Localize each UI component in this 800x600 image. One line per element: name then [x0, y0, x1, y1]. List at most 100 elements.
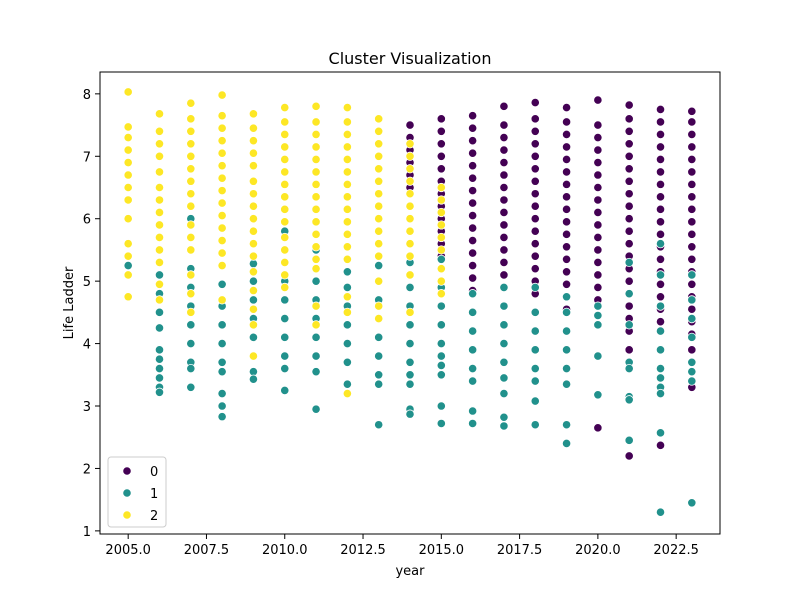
- series-0: [405, 95, 697, 461]
- data-point: [468, 161, 478, 171]
- data-point: [499, 257, 509, 268]
- data-point: [217, 357, 227, 367]
- data-point: [655, 270, 666, 280]
- data-point: [499, 120, 509, 130]
- data-point: [655, 317, 666, 327]
- data-point: [123, 214, 133, 224]
- data-point: [186, 164, 196, 174]
- data-point: [217, 320, 227, 330]
- data-point: [405, 270, 415, 280]
- data-point: [342, 117, 352, 127]
- data-point: [655, 279, 666, 289]
- data-point: [499, 132, 509, 143]
- data-point: [248, 226, 259, 236]
- data-point: [248, 320, 259, 330]
- data-point: [186, 126, 196, 136]
- data-point: [436, 139, 446, 149]
- data-point: [499, 195, 509, 205]
- data-point: [248, 214, 259, 224]
- data-point: [248, 176, 259, 186]
- data-point: [499, 220, 509, 230]
- data-point: [624, 151, 634, 161]
- data-point: [374, 420, 384, 430]
- data-point: [499, 157, 509, 168]
- data-point: [248, 332, 259, 342]
- data-point: [468, 363, 478, 374]
- data-point: [123, 122, 133, 132]
- data-point: [405, 214, 415, 224]
- data-point: [687, 154, 697, 165]
- data-point: [186, 189, 196, 199]
- data-point: [248, 136, 259, 146]
- data-point: [405, 120, 415, 130]
- data-point: [468, 148, 478, 158]
- data-point: [530, 164, 540, 174]
- data-point: [655, 117, 666, 127]
- data-point: [468, 260, 478, 271]
- data-point: [530, 214, 540, 224]
- data-point: [154, 139, 165, 149]
- data-point: [280, 270, 290, 280]
- data-point: [280, 102, 290, 113]
- data-point: [186, 139, 196, 149]
- data-point: [374, 189, 384, 199]
- data-point: [248, 189, 259, 199]
- data-point: [499, 412, 509, 422]
- data-point: [436, 401, 446, 411]
- data-point: [217, 279, 227, 289]
- data-point: [499, 388, 509, 399]
- data-point: [342, 179, 352, 189]
- x-tick-label: 2022.5: [653, 543, 699, 558]
- data-point: [530, 307, 540, 317]
- data-point: [624, 201, 634, 211]
- data-point: [624, 214, 634, 224]
- y-tick-label: 4: [83, 338, 91, 353]
- data-point: [655, 326, 666, 336]
- data-point: [561, 420, 572, 430]
- data-point: [342, 192, 352, 202]
- data-point: [186, 270, 196, 280]
- y-tick-label: 2: [83, 462, 91, 477]
- data-point: [593, 310, 603, 321]
- data-point: [405, 338, 415, 349]
- data-point: [186, 320, 196, 330]
- data-point: [468, 136, 478, 146]
- data-point: [217, 388, 227, 399]
- data-point: [593, 195, 603, 205]
- data-point: [248, 239, 259, 249]
- data-point: [311, 192, 321, 202]
- data-point: [468, 307, 478, 317]
- data-point: [154, 109, 165, 119]
- data-point: [593, 132, 603, 143]
- data-point: [593, 423, 603, 433]
- data-point: [436, 245, 446, 255]
- x-tick-label: 2012.5: [340, 543, 386, 558]
- data-point: [154, 151, 165, 161]
- data-point: [280, 117, 290, 127]
- data-point: [342, 242, 352, 252]
- data-point: [374, 139, 384, 149]
- data-point: [530, 226, 540, 236]
- data-point: [217, 412, 227, 422]
- data-point: [374, 314, 384, 324]
- data-point: [311, 217, 321, 227]
- data-point: [311, 179, 321, 189]
- data-point: [280, 385, 290, 396]
- data-point: [280, 332, 290, 342]
- data-point: [123, 270, 133, 280]
- data-point: [280, 142, 290, 152]
- data-point: [530, 239, 540, 249]
- data-point: [530, 376, 540, 386]
- data-point: [468, 248, 478, 258]
- x-tick-label: 2017.5: [497, 543, 543, 558]
- data-point: [217, 210, 227, 221]
- data-point: [154, 323, 165, 333]
- data-point: [248, 351, 259, 361]
- data-point: [186, 114, 196, 124]
- data-point: [436, 264, 446, 274]
- data-point: [154, 354, 165, 364]
- data-point: [123, 170, 133, 180]
- data-point: [530, 151, 540, 161]
- data-point: [593, 320, 603, 330]
